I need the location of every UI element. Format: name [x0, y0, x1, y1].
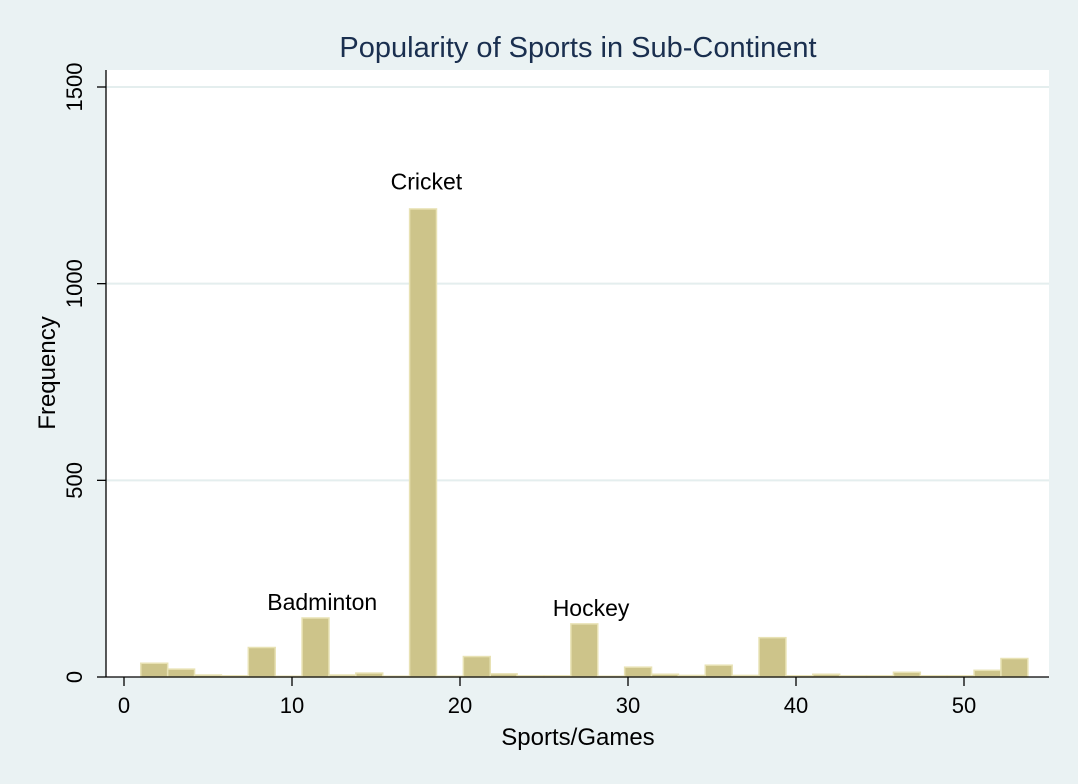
y-ticks: 0 500 1000 1500	[62, 63, 106, 683]
y-axis-label: Frequency	[34, 316, 61, 429]
axes	[105, 70, 1049, 678]
chart-title: Popularity of Sports in Sub-Continent	[339, 32, 816, 64]
annotation-label: Hockey	[553, 595, 630, 621]
x-tick-label: 0	[118, 693, 130, 718]
bar	[462, 655, 491, 678]
x-tick-label: 50	[952, 693, 976, 718]
y-tick-label: 1000	[62, 259, 87, 308]
bar	[758, 636, 787, 678]
bar	[166, 668, 196, 678]
x-ticks: 0 10 20 30 40 50	[118, 677, 976, 718]
bar	[140, 662, 169, 678]
x-tick-label: 10	[280, 693, 304, 718]
bar	[408, 208, 438, 678]
bar	[973, 669, 1002, 678]
bar	[301, 617, 330, 678]
x-tick-label: 20	[448, 693, 472, 718]
y-tick-label: 0	[62, 671, 87, 683]
y-tick-label: 1500	[62, 63, 87, 112]
bar	[892, 671, 922, 678]
x-tick-label: 40	[784, 693, 808, 718]
bar	[704, 664, 733, 678]
bar	[247, 646, 276, 678]
bar	[1000, 657, 1029, 678]
bar	[570, 623, 599, 678]
x-axis-label: Sports/Games	[501, 724, 654, 751]
y-tick-label: 500	[62, 462, 87, 499]
bar	[623, 666, 653, 678]
annotation-label: Badminton	[267, 589, 377, 615]
x-tick-label: 30	[616, 693, 640, 718]
gridlines	[106, 86, 1049, 482]
annotation-label: Cricket	[391, 168, 463, 194]
annotations: Cricket Badminton Hockey	[267, 168, 630, 621]
plot-area	[106, 70, 1049, 677]
